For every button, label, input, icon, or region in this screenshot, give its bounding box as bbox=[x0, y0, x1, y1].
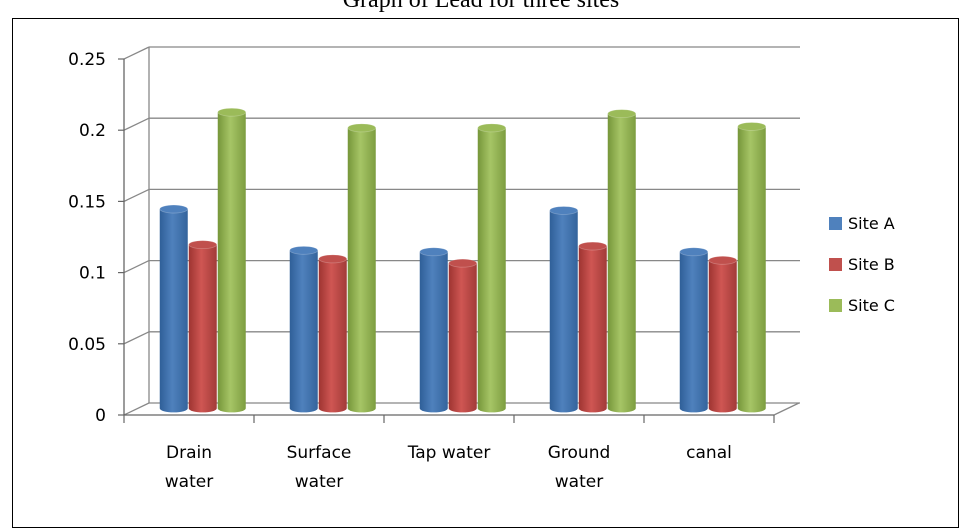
bar bbox=[679, 247, 709, 413]
bar bbox=[159, 204, 189, 413]
bar bbox=[549, 206, 579, 413]
y-tick-label: 0.1 bbox=[79, 264, 106, 284]
bar-top bbox=[448, 258, 478, 268]
bar-body bbox=[477, 127, 506, 413]
legend-swatch bbox=[829, 217, 842, 230]
bar-top bbox=[737, 122, 767, 131]
bar-top bbox=[217, 107, 247, 117]
y-tick-label: 0.15 bbox=[68, 192, 106, 212]
bar bbox=[289, 245, 319, 413]
y-tick-label: 0.05 bbox=[68, 335, 106, 355]
y-tick-label: 0 bbox=[95, 406, 106, 426]
bar bbox=[347, 123, 377, 413]
bar-body bbox=[289, 250, 318, 413]
bar-body bbox=[448, 263, 477, 413]
chart-title: Graph of Lead for three sites bbox=[342, 0, 620, 13]
bar bbox=[578, 241, 608, 413]
bar-top bbox=[578, 241, 608, 251]
bar-top bbox=[347, 123, 377, 133]
bar-top bbox=[679, 247, 709, 257]
floor-edge bbox=[773, 402, 800, 416]
bar-body bbox=[679, 251, 708, 413]
bar-body bbox=[607, 113, 636, 413]
bar-body bbox=[217, 112, 246, 413]
legend-swatch bbox=[829, 258, 842, 271]
bar-top bbox=[318, 254, 348, 264]
bar bbox=[737, 122, 767, 413]
bar-body bbox=[708, 260, 737, 413]
bar-top bbox=[159, 204, 189, 214]
gridline-depth bbox=[123, 188, 150, 202]
bar-body bbox=[578, 246, 607, 413]
x-tick-label: canal bbox=[686, 443, 732, 463]
x-tick-label: water bbox=[165, 472, 213, 492]
gridline-depth bbox=[123, 46, 150, 60]
bar bbox=[448, 258, 478, 413]
bar-body bbox=[549, 210, 578, 413]
x-tick-label: Drain bbox=[166, 443, 212, 463]
bar-body bbox=[159, 209, 188, 413]
bar-top bbox=[708, 255, 738, 265]
legend-label: Site B bbox=[848, 255, 895, 274]
bar-body bbox=[188, 244, 217, 413]
x-tick-label: Tap water bbox=[407, 443, 491, 463]
bar bbox=[477, 123, 507, 413]
bar bbox=[217, 107, 247, 413]
bar bbox=[419, 247, 449, 413]
bars bbox=[159, 107, 767, 413]
y-tick-label: 0.2 bbox=[79, 121, 106, 141]
bar-body bbox=[737, 126, 766, 413]
bar bbox=[188, 240, 218, 413]
gridline-depth bbox=[123, 331, 150, 345]
bar bbox=[318, 254, 348, 413]
bar-top bbox=[477, 123, 507, 133]
legend-swatch bbox=[829, 299, 842, 312]
legend: Site A Site B Site C bbox=[829, 214, 895, 315]
bar-top bbox=[549, 206, 579, 215]
bar bbox=[708, 255, 738, 413]
labels: 0 0.05 0.1 0.15 0.2 0.25 Drain water Surface wate… bbox=[68, 50, 732, 492]
y-tick-label: 0.25 bbox=[68, 50, 106, 70]
bar-body bbox=[347, 127, 376, 413]
bar-body bbox=[419, 251, 448, 413]
x-tick-label: water bbox=[555, 472, 603, 492]
x-tick-label: water bbox=[295, 472, 343, 492]
x-tick-label: Surface bbox=[287, 443, 352, 463]
x-tick-label: Ground bbox=[548, 443, 611, 463]
bar bbox=[607, 109, 637, 413]
bar-top bbox=[419, 247, 449, 257]
bar-top bbox=[289, 245, 319, 255]
bar-top bbox=[188, 240, 218, 250]
legend-label: Site A bbox=[848, 214, 895, 233]
legend-label: Site C bbox=[848, 296, 895, 315]
bar-top bbox=[607, 109, 637, 119]
gridline-depth bbox=[123, 260, 150, 274]
gridline-depth bbox=[123, 117, 150, 131]
bar-body bbox=[318, 258, 347, 413]
gridline-depth bbox=[123, 402, 150, 416]
